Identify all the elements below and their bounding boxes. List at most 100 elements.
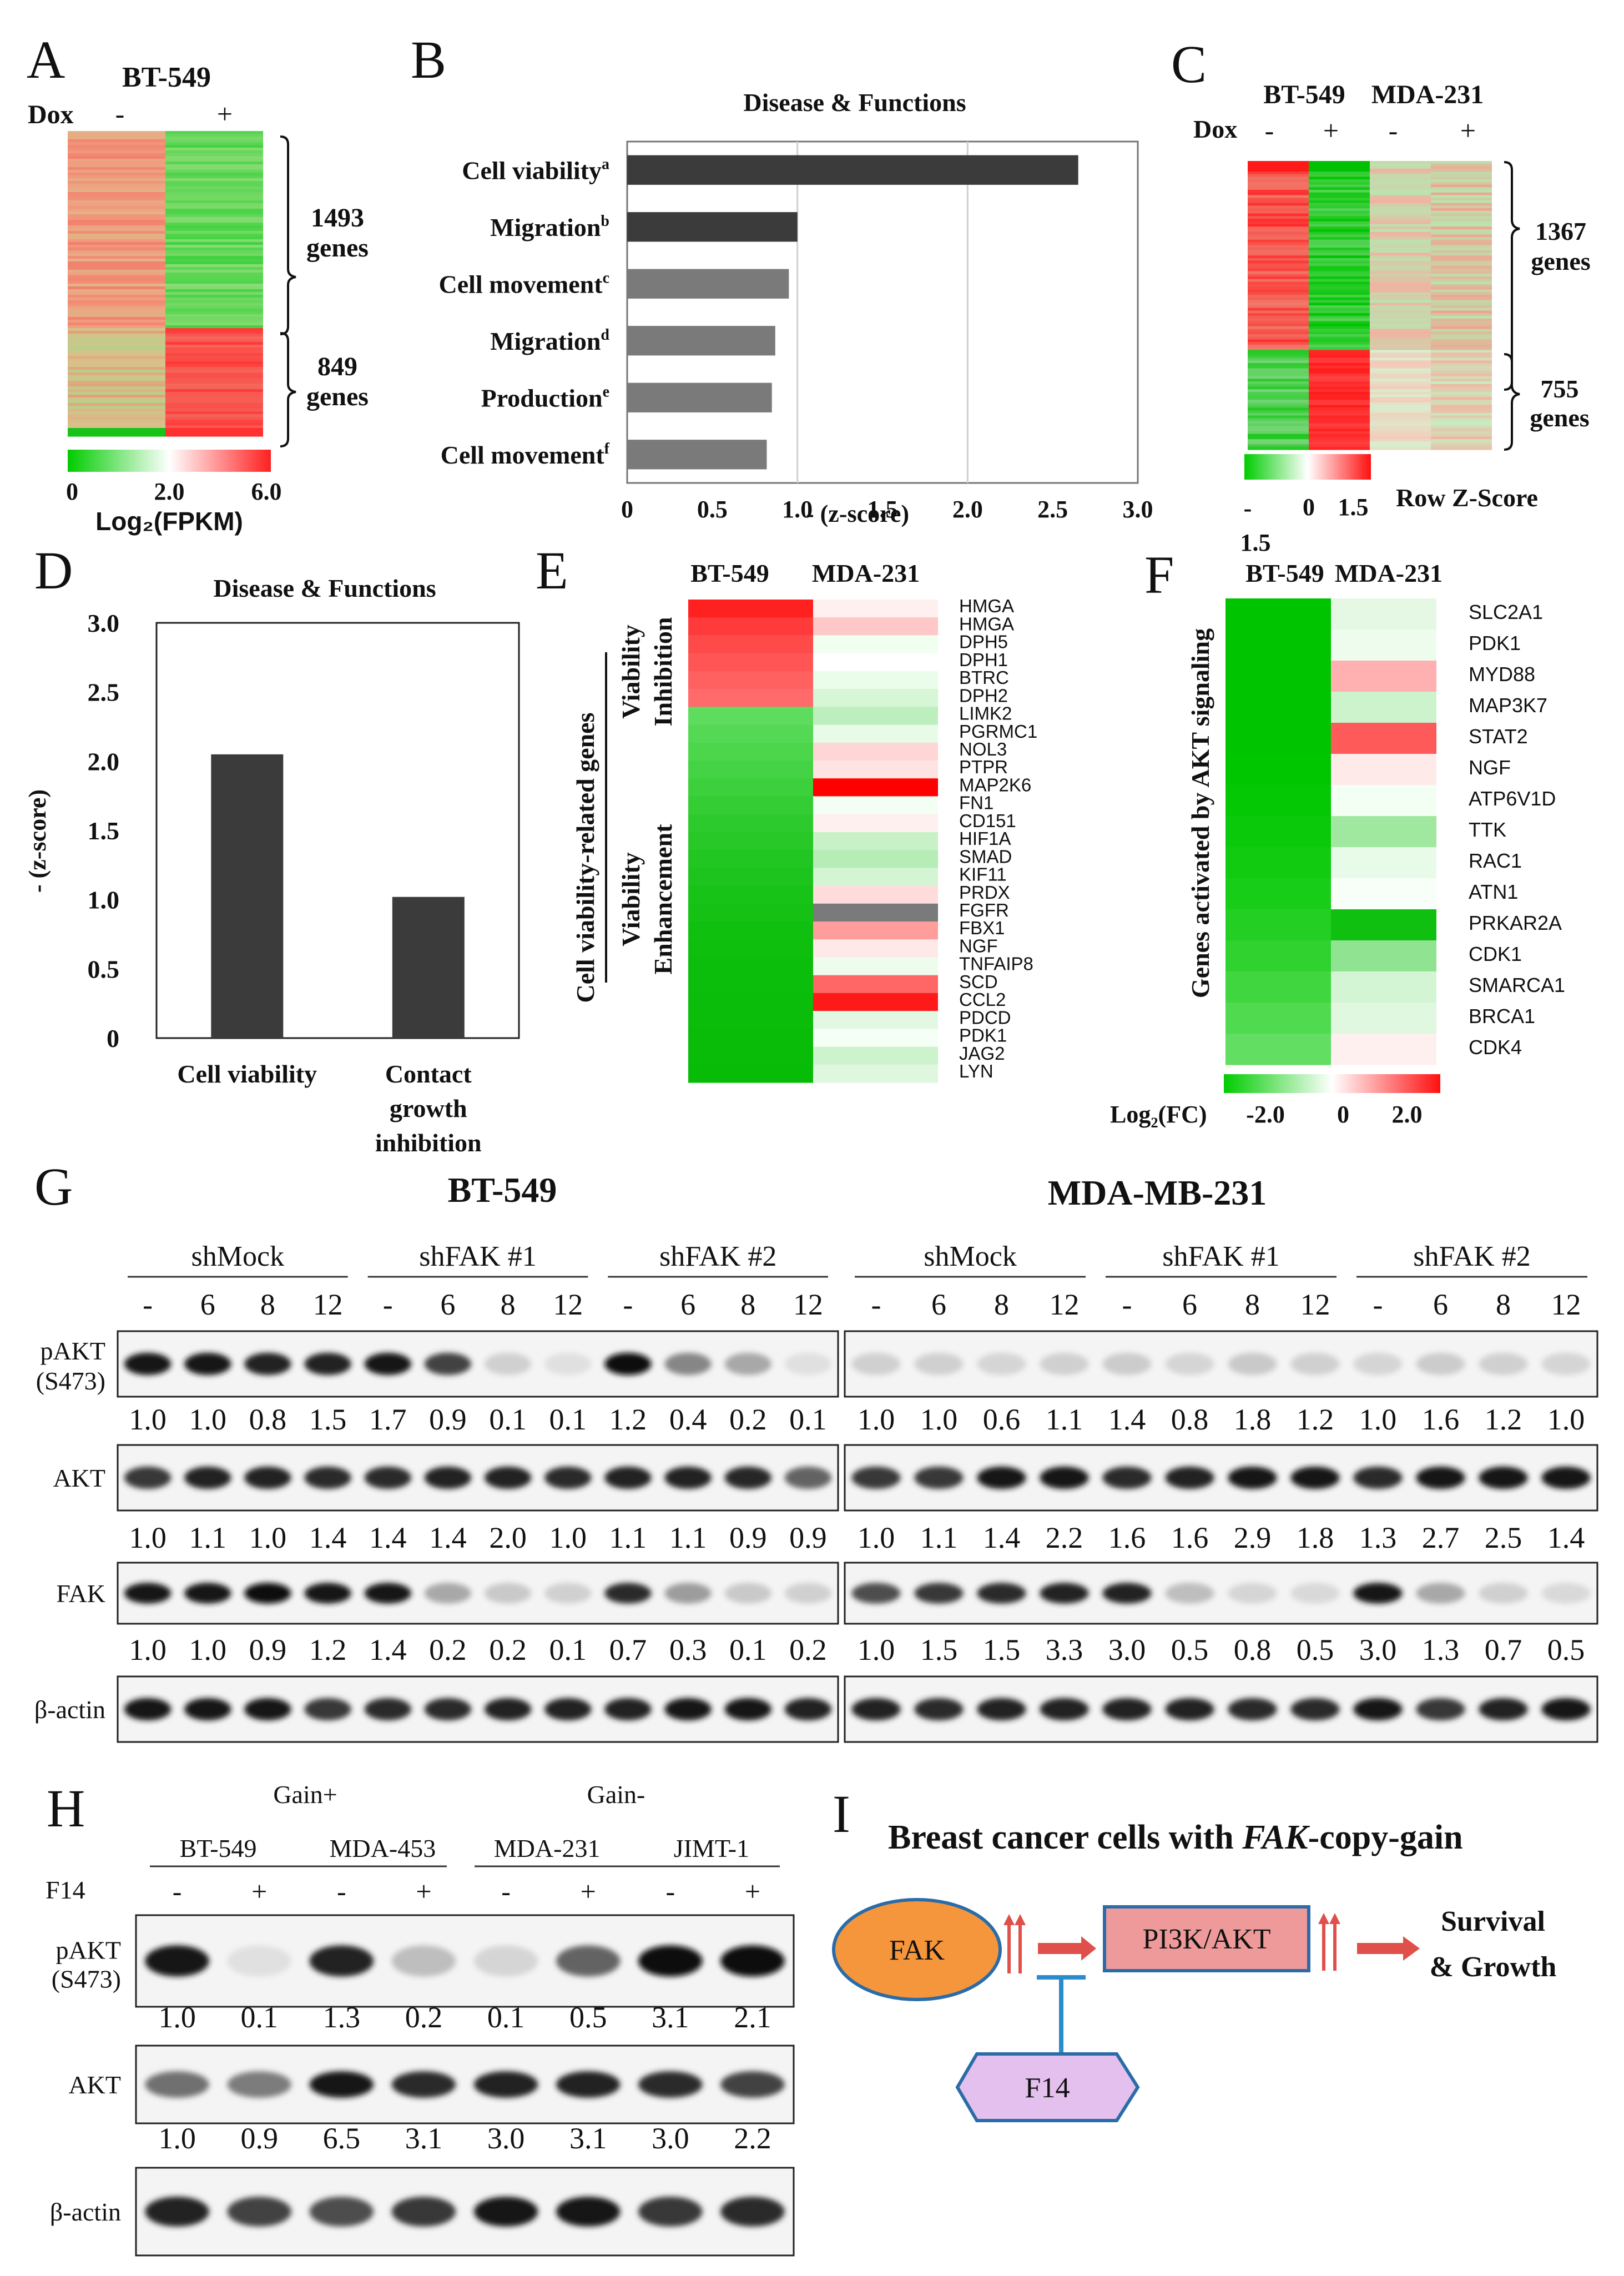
panel-e-cell: [813, 957, 938, 976]
panel-c-cell: [1248, 276, 1309, 280]
panel-a-cell: [165, 381, 263, 384]
panel-c-group1-word: genes: [1531, 247, 1590, 275]
panel-c-cell: [1248, 260, 1309, 264]
panel-c-cell: [1431, 276, 1492, 280]
panel-c-cell: [1248, 255, 1309, 259]
panel-g-blot-band: [914, 1352, 964, 1376]
panel-c-cell: [1370, 342, 1431, 345]
panel-c-cell: [1431, 237, 1492, 240]
panel-c-cell: [1309, 192, 1370, 195]
panel-c-cell: [1309, 182, 1370, 185]
panel-b-xlabel: - (z-score): [806, 500, 909, 527]
panel-g-quant-value: 0.9: [789, 1521, 827, 1554]
panel-a-cell: [68, 350, 165, 354]
panel-c-cell: [1248, 376, 1309, 379]
panel-c-cell: [1431, 368, 1492, 371]
panel-c-cell: [1309, 418, 1370, 421]
panel-e-gene-label: DPH1: [959, 649, 1008, 670]
panel-a-cell: [68, 295, 165, 298]
panel-h-blot-band: [556, 1945, 621, 1977]
panel-g-quant-value: 1.2: [1485, 1403, 1522, 1436]
panel-b-bar: [627, 440, 767, 470]
panel-c-cell: [1431, 308, 1492, 311]
panel-g-blot-band: [851, 1583, 901, 1604]
panel-a-title: BT-549: [122, 62, 211, 93]
panel-g-group-label: shFAK #1: [419, 1241, 536, 1272]
panel-a-cell: [165, 234, 263, 237]
panel-g-quant-value: 2.9: [1234, 1521, 1272, 1554]
panel-i-title: Breast cancer cells with FAK-copy-gain: [888, 1819, 1463, 1856]
panel-h-treatment: +: [581, 1876, 596, 1907]
panel-g-quant-value: 1.0: [1547, 1403, 1585, 1436]
panel-f-color-scale: [1224, 1074, 1440, 1093]
panel-f-cell: [1225, 909, 1331, 941]
panel-label-d: D: [34, 541, 73, 600]
panel-c-cell: [1309, 210, 1370, 214]
panel-g-quant-value: 1.4: [983, 1521, 1021, 1554]
panel-g-blot-membrane: [844, 1675, 1598, 1743]
panel-c-cell: [1431, 255, 1492, 259]
panel-c-cell: [1370, 174, 1431, 177]
panel-a-cell: [68, 359, 165, 362]
panel-g-quant-value: 1.0: [129, 1403, 167, 1436]
panel-h-row-label: β-actin: [50, 2198, 121, 2226]
panel-a-cell: [68, 278, 165, 281]
panel-f-cell: [1225, 847, 1331, 879]
panel-g-blot-band: [664, 1583, 712, 1604]
panel-c-cell: [1248, 394, 1309, 397]
panel-c-cell: [1431, 318, 1492, 321]
panel-f-cell: [1331, 630, 1436, 661]
panel-c-cell: [1309, 198, 1370, 201]
panel-c-cell: [1309, 357, 1370, 361]
panel-c-cell: [1431, 315, 1492, 319]
panel-c-cell: [1309, 415, 1370, 419]
panel-h-cell-line: BT-549: [180, 1834, 257, 1862]
panel-g-blot-band: [544, 1583, 592, 1604]
panel-g-blot-band: [1479, 1583, 1528, 1604]
panel-c-cell: [1248, 318, 1309, 321]
panel-c-cell: [1248, 219, 1309, 222]
panel-a-cell: [165, 303, 263, 306]
panel-g-quant-value: 1.0: [249, 1521, 287, 1554]
panel-c-cell: [1248, 192, 1309, 195]
panel-a-cell: [165, 170, 263, 173]
panel-e-gene-label: SMAD: [959, 846, 1012, 867]
panel-a-cell: [68, 309, 165, 312]
panel-a-cell: [165, 278, 263, 281]
panel-h-quant-value: 3.0: [652, 2122, 689, 2155]
panel-a-cell: [165, 131, 263, 134]
panel-g-quant-value: 0.7: [609, 1633, 647, 1666]
panel-e-cell: [688, 778, 813, 797]
outcome-line-2: & Growth: [1430, 1951, 1557, 1983]
panel-e-cell: [813, 742, 938, 761]
panel-d-bar: [211, 754, 284, 1038]
panel-c-cell: [1370, 405, 1431, 408]
panel-f-cell: [1331, 909, 1436, 941]
panel-c-cell: [1370, 274, 1431, 277]
panel-c-cell: [1248, 315, 1309, 319]
panel-c-cell: [1431, 418, 1492, 421]
panel-h-blot-band: [638, 2071, 703, 2098]
panel-h-gain-pos: Gain+: [273, 1780, 337, 1809]
panel-g-quant-value: 1.0: [1359, 1403, 1397, 1436]
panel-c-cell: [1431, 400, 1492, 403]
panel-g-blot-band: [124, 1698, 172, 1721]
panel-c-cell: [1431, 224, 1492, 227]
panel-c-cell: [1370, 224, 1431, 227]
panel-g-quant-value: 1.1: [1046, 1403, 1083, 1436]
panel-e-cell: [688, 885, 813, 904]
panel-h-quant-value: 2.2: [734, 2122, 771, 2155]
panel-a-cell: [165, 228, 263, 231]
panel-h-blot-band: [309, 2197, 374, 2227]
panel-c-cell: [1248, 245, 1309, 248]
panel-e-gene-label: HMGA: [959, 596, 1014, 616]
panel-g-group-label: shFAK #2: [659, 1241, 776, 1272]
panel-b-x-tick: 0: [621, 496, 633, 523]
panel-a-cell: [165, 264, 263, 268]
panel-c-cell: [1309, 161, 1370, 164]
panel-h-cell-line: MDA-453: [330, 1834, 436, 1862]
panel-a-cell: [68, 311, 165, 315]
panel-g-quant-value: 1.0: [920, 1403, 958, 1436]
panel-a-cell: [165, 286, 263, 290]
panel-b-x-tick: 1.0: [782, 496, 813, 523]
